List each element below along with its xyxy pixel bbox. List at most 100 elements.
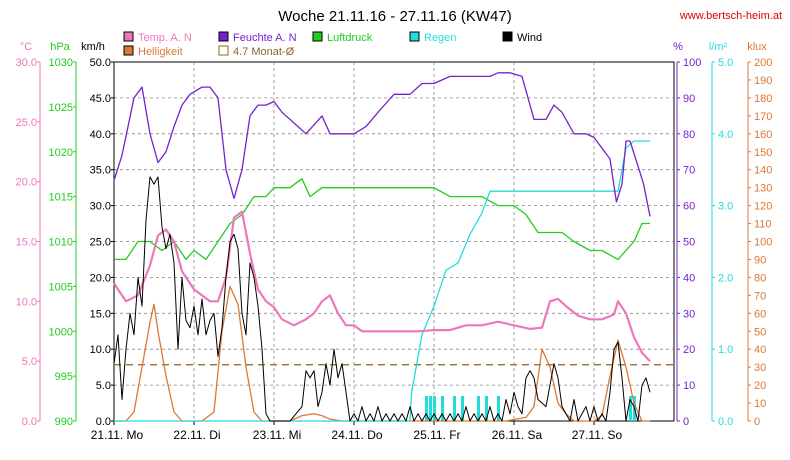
rain-bar — [441, 396, 444, 421]
x-tick-label: 22.11. Di — [173, 428, 220, 442]
legend-swatch-luftdruck — [312, 31, 323, 42]
series-temp-a-n — [113, 210, 651, 362]
wind-axis-tick-label: 20.0 — [90, 272, 111, 284]
light-axis-tick-label: 20 — [754, 380, 766, 392]
series-helligkeit — [114, 285, 650, 422]
chart-title: Woche 21.11.16 - 27.11.16 (KW47) — [278, 8, 511, 25]
light-axis-tick-label: 60 — [754, 308, 766, 320]
rain-bar — [461, 396, 464, 421]
rain-axis-tick-label: 0.0 — [718, 416, 733, 428]
rain-axis-tick-label: 4.0 — [718, 129, 733, 141]
pressure-axis-tick-label: 1020 — [49, 147, 73, 159]
rain-bar — [629, 396, 632, 421]
legend-swatch-monat — [218, 45, 229, 56]
wind-axis-tick-label: 10.0 — [90, 344, 111, 356]
rain-bar — [429, 396, 432, 421]
plot-grid — [113, 61, 675, 422]
light-axis-tick-label: 180 — [754, 93, 772, 105]
wind-axis-tick-label: 25.0 — [90, 237, 111, 249]
pressure-axis-tick-label: 990 — [55, 416, 73, 428]
rain-axis-tick-label: 2.0 — [718, 272, 733, 284]
unit-pressure: hPa — [50, 41, 70, 53]
unit-temp: °C — [20, 41, 32, 53]
wind-axis-tick-label: 30.0 — [90, 201, 111, 213]
light-axis-tick-label: 150 — [754, 147, 772, 159]
humidity-axis-tick-label: 20 — [683, 344, 695, 356]
temp-axis-tick-label: 15.0 — [16, 237, 37, 249]
series-wind — [113, 176, 651, 422]
temp-axis-tick-label: 25.0 — [16, 117, 37, 129]
humidity-axis-tick-label: 70 — [683, 165, 695, 177]
humidity-axis-tick-label: 60 — [683, 201, 695, 213]
light-axis-tick-label: 120 — [754, 201, 772, 213]
pressure-axis-tick-label: 1015 — [49, 192, 73, 204]
rain-axis-tick-label: 1.0 — [718, 344, 733, 356]
humidity-axis-tick-label: 0 — [683, 416, 689, 428]
x-tick-label: 24.11. Do — [331, 428, 382, 442]
light-axis-tick-label: 100 — [754, 237, 772, 249]
light-axis-tick-label: 0 — [754, 416, 760, 428]
rain-axis-tick-label: 3.0 — [718, 201, 733, 213]
pressure-axis-tick-label: 1025 — [49, 102, 73, 114]
legend-swatch-temp — [123, 31, 134, 42]
wind-axis-tick-label: 15.0 — [90, 308, 111, 320]
humidity-axis-tick-label: 50 — [683, 237, 695, 249]
legend-label-helligkeit: Helligkeit — [138, 46, 183, 58]
x-tick-label: 26.11. Sa — [492, 428, 543, 442]
temp-axis-tick-label: 0.0 — [22, 416, 37, 428]
legend-label-feuchte: Feuchte A. N — [233, 32, 297, 44]
light-axis-tick-label: 160 — [754, 129, 772, 141]
rain-bar — [485, 396, 488, 421]
chart-axes: 21.11. Mo 22.11. Di 23.11. Mi 24.11. Do 25.1… — [16, 57, 773, 442]
series-feuchte-a-n — [113, 72, 651, 217]
legend-label-regen: Regen — [424, 32, 456, 44]
light-axis-tick-label: 90 — [754, 254, 766, 266]
site-link[interactable]: www.bertsch-heim.at — [679, 10, 782, 22]
rain-bar — [425, 396, 428, 421]
pressure-axis-tick-label: 995 — [55, 371, 73, 383]
light-axis-tick-label: 10 — [754, 398, 766, 410]
wind-axis-tick-label: 40.0 — [90, 129, 111, 141]
temp-axis-tick-label: 5.0 — [22, 356, 37, 368]
humidity-axis-tick-label: 30 — [683, 308, 695, 320]
temp-axis-tick-label: 10.0 — [16, 296, 37, 308]
legend-swatch-regen — [409, 31, 420, 42]
humidity-axis-tick-label: 80 — [683, 129, 695, 141]
light-axis-tick-label: 200 — [754, 57, 772, 69]
temp-axis-tick-label: 20.0 — [16, 177, 37, 189]
x-tick-label: 21.11. Mo — [91, 428, 144, 442]
light-axis-tick-label: 50 — [754, 326, 766, 338]
legend-label-luftdruck: Luftdruck — [327, 32, 373, 44]
legend-label-wind: Wind — [517, 32, 542, 44]
legend: Temp. A. N Feuchte A. N Luftdruck Regen Wind… — [123, 31, 542, 58]
x-tick-label: 25.11. Fr — [413, 428, 460, 442]
unit-light: klux — [747, 41, 767, 53]
legend-swatch-wind — [502, 31, 513, 42]
temp-axis-tick-label: 30.0 — [16, 57, 37, 69]
wind-axis-tick-label: 35.0 — [90, 165, 111, 177]
light-axis-tick-label: 190 — [754, 75, 772, 87]
light-axis-tick-label: 140 — [754, 165, 772, 177]
light-axis-tick-label: 40 — [754, 344, 766, 356]
light-axis-tick-label: 30 — [754, 362, 766, 374]
pressure-axis-tick-label: 1010 — [49, 237, 73, 249]
x-tick-label: 27.11. So — [572, 428, 623, 442]
unit-rain: l/m² — [709, 41, 728, 53]
light-axis-tick-label: 70 — [754, 290, 766, 302]
series-layer — [113, 72, 674, 422]
pressure-axis-tick-label: 1030 — [49, 57, 73, 69]
legend-swatch-feuchte — [218, 31, 229, 42]
pressure-axis-tick-label: 1000 — [49, 326, 73, 338]
humidity-axis-tick-label: 10 — [683, 380, 695, 392]
humidity-axis-tick-label: 90 — [683, 93, 695, 105]
pressure-axis-tick-label: 1005 — [49, 281, 73, 293]
unit-wind: km/h — [81, 41, 105, 53]
wind-axis-tick-label: 0.0 — [96, 416, 111, 428]
light-axis-tick-label: 80 — [754, 272, 766, 284]
humidity-axis-tick-label: 40 — [683, 272, 695, 284]
rain-axis-tick-label: 5.0 — [718, 57, 733, 69]
light-axis-tick-label: 110 — [754, 219, 772, 231]
rain-bar — [433, 396, 436, 421]
wind-axis-tick-label: 45.0 — [90, 93, 111, 105]
